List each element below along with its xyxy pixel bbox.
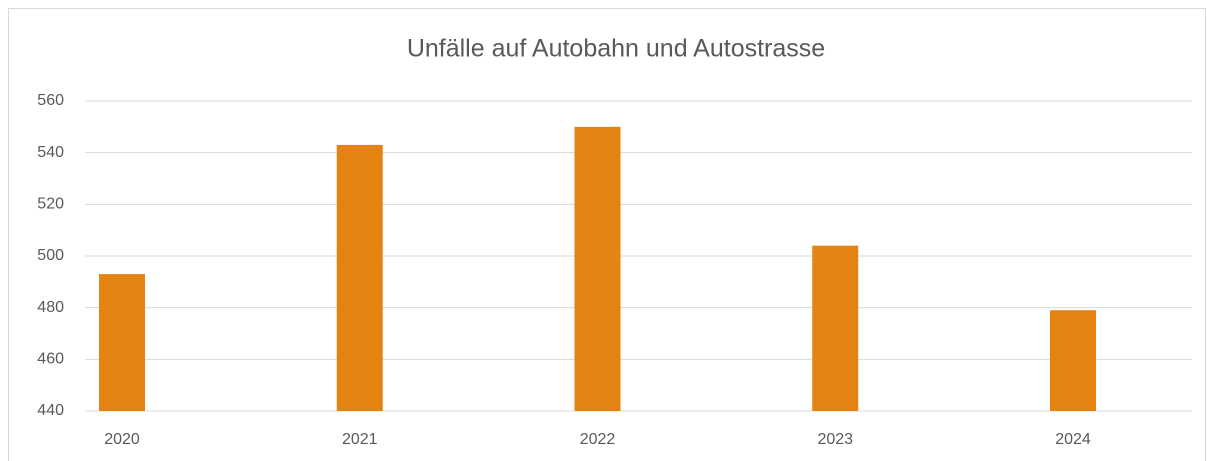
x-tick-label: 2022 — [580, 431, 616, 448]
x-tick-label: 2024 — [1055, 431, 1091, 448]
x-tick-label: 2020 — [104, 431, 140, 448]
bar — [336, 144, 383, 411]
bar — [812, 245, 859, 411]
chart-title: Unfälle auf Autobahn und Autostrasse — [407, 35, 825, 63]
bar — [99, 274, 145, 411]
y-tick-label: 520 — [37, 196, 64, 213]
y-tick-label: 440 — [37, 402, 64, 419]
y-tick-label: 560 — [37, 92, 64, 109]
x-tick-label: 2021 — [342, 431, 378, 448]
bar — [574, 126, 621, 411]
bar — [1050, 310, 1096, 411]
y-tick-label: 480 — [37, 299, 64, 316]
y-tick-label: 540 — [37, 144, 64, 161]
y-tick-label: 500 — [37, 247, 64, 264]
x-tick-label: 2023 — [817, 431, 853, 448]
y-tick-label: 460 — [37, 351, 64, 368]
